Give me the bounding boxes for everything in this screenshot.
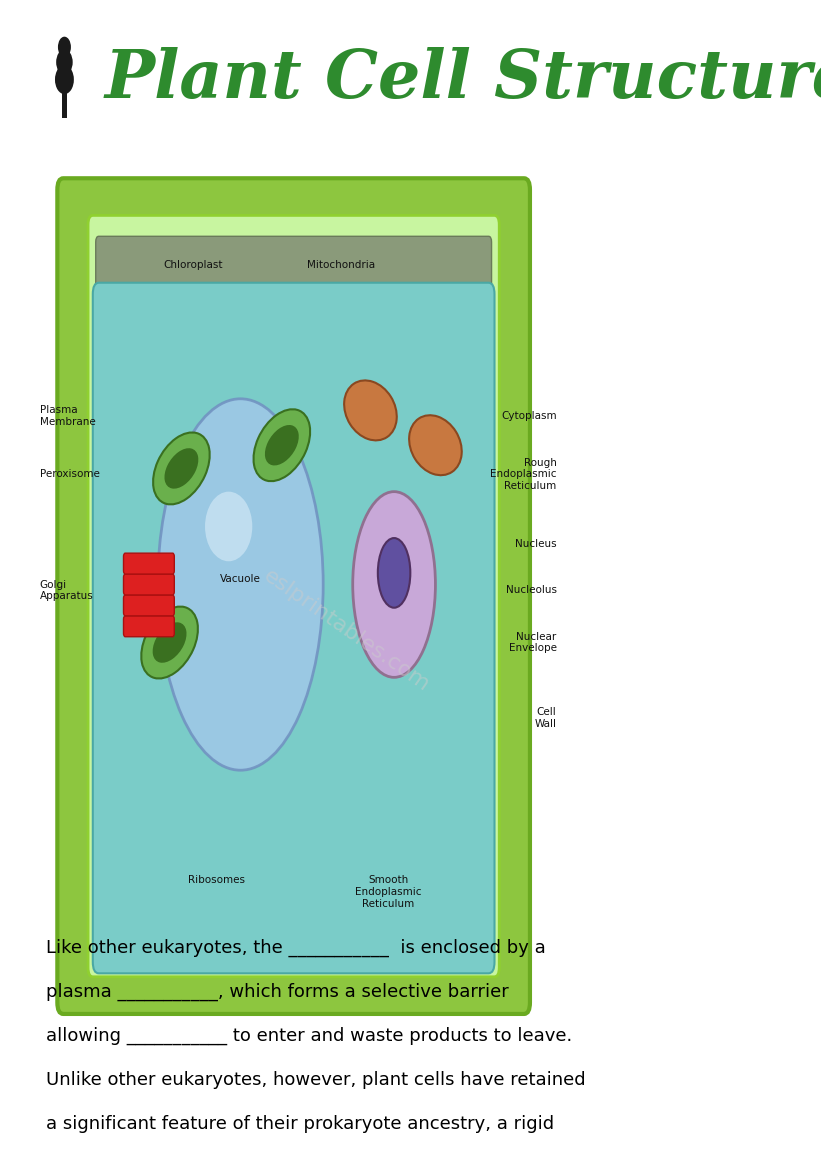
FancyBboxPatch shape: [62, 92, 67, 118]
FancyBboxPatch shape: [88, 215, 499, 977]
Text: Plasma
Membrane: Plasma Membrane: [39, 406, 95, 427]
Ellipse shape: [353, 492, 435, 677]
Text: Golgi
Apparatus: Golgi Apparatus: [39, 580, 94, 601]
Ellipse shape: [158, 399, 323, 770]
Ellipse shape: [254, 409, 310, 482]
Ellipse shape: [55, 65, 74, 95]
Ellipse shape: [378, 538, 410, 608]
Ellipse shape: [409, 415, 461, 476]
Text: a significant feature of their prokaryote ancestry, a rigid: a significant feature of their prokaryot…: [45, 1115, 553, 1133]
Text: Nucleus: Nucleus: [515, 539, 557, 549]
Text: Rough
Endoplasmic
Reticulum: Rough Endoplasmic Reticulum: [490, 457, 557, 491]
Ellipse shape: [265, 426, 299, 465]
Text: eslprintables.com: eslprintables.com: [260, 566, 433, 696]
FancyBboxPatch shape: [57, 178, 530, 1014]
Text: Plant Cell Structure: Plant Cell Structure: [104, 47, 821, 112]
Ellipse shape: [58, 36, 71, 57]
Text: Like other eukaryotes, the ___________  is enclosed by a: Like other eukaryotes, the ___________ i…: [45, 939, 545, 956]
FancyBboxPatch shape: [93, 283, 494, 974]
Text: Vacuole: Vacuole: [220, 574, 261, 583]
FancyBboxPatch shape: [123, 574, 174, 595]
Ellipse shape: [153, 622, 186, 663]
FancyBboxPatch shape: [123, 595, 174, 616]
FancyBboxPatch shape: [96, 236, 492, 295]
Text: Mitochondria: Mitochondria: [307, 261, 375, 270]
Ellipse shape: [344, 380, 397, 441]
Text: Cell
Wall: Cell Wall: [534, 707, 557, 728]
Text: plasma ___________, which forms a selective barrier: plasma ___________, which forms a select…: [45, 983, 508, 1001]
Text: Peroxisome: Peroxisome: [39, 469, 99, 479]
FancyBboxPatch shape: [123, 616, 174, 637]
Text: Chloroplast: Chloroplast: [163, 261, 223, 270]
Ellipse shape: [164, 448, 199, 489]
Ellipse shape: [153, 433, 209, 504]
Text: Unlike other eukaryotes, however, plant cells have retained: Unlike other eukaryotes, however, plant …: [45, 1071, 585, 1088]
Text: Nucleolus: Nucleolus: [506, 586, 557, 595]
Text: Nuclear
Envelope: Nuclear Envelope: [508, 631, 557, 653]
Text: allowing ___________ to enter and waste products to leave.: allowing ___________ to enter and waste …: [45, 1026, 571, 1045]
Text: Ribosomes: Ribosomes: [188, 876, 245, 885]
Ellipse shape: [141, 607, 198, 678]
Text: Smooth
Endoplasmic
Reticulum: Smooth Endoplasmic Reticulum: [355, 876, 421, 908]
Ellipse shape: [56, 49, 73, 75]
Ellipse shape: [205, 492, 252, 561]
FancyBboxPatch shape: [123, 553, 174, 574]
Text: Cytoplasm: Cytoplasm: [501, 411, 557, 421]
